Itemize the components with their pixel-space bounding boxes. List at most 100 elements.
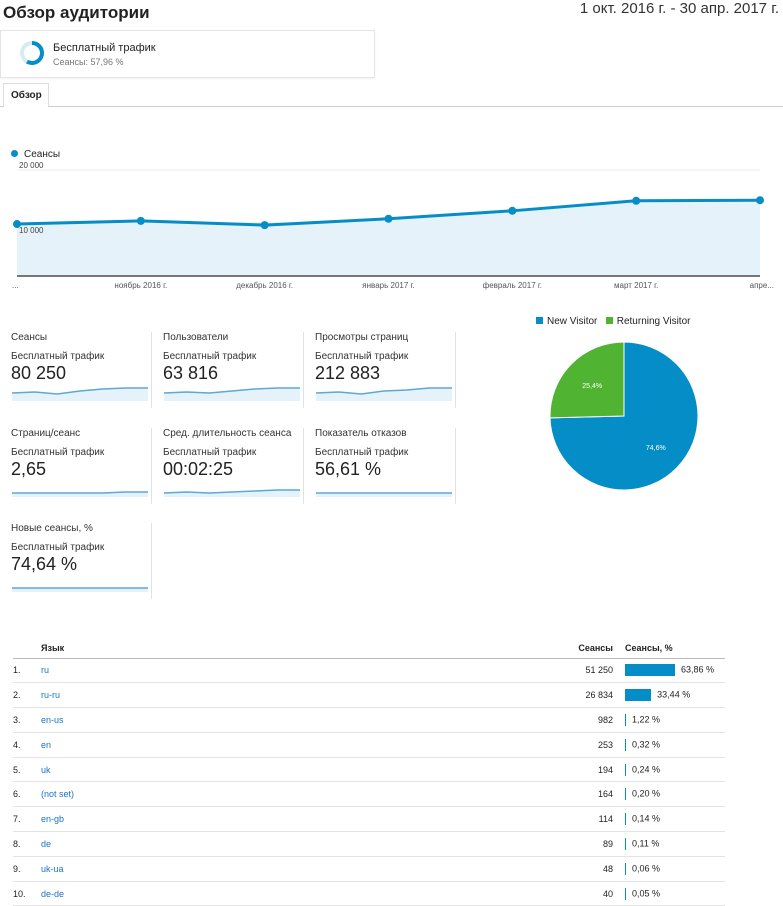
kpi-value: 56,61 %: [315, 459, 382, 479]
sessions-pct: 1,22 %: [632, 714, 661, 725]
kpi-sparkline: [164, 387, 300, 401]
pct-bar: [625, 664, 675, 677]
table-row: 10. de-de 40 0,05 %: [13, 881, 725, 906]
kpi-6[interactable]: Показатель отказов Бесплатный трафик 56,61…: [304, 428, 456, 504]
sessions-pct: 63,86 %: [681, 664, 715, 675]
kpi-name: Новые сеансы, %: [11, 523, 93, 534]
kpi-segment: Бесплатный трафик: [11, 542, 105, 553]
segment-card[interactable]: Бесплатный трафик Сеансы: 57,96 %: [0, 30, 375, 78]
language-link[interactable]: en-gb: [41, 814, 65, 825]
row-number: 10.: [13, 881, 41, 906]
visitor-pie-chart[interactable]: 74,6% 25,4%: [548, 340, 700, 492]
language-link[interactable]: uk-ua: [41, 863, 64, 874]
page-title: Обзор аудитории: [3, 3, 150, 22]
language-link[interactable]: ru-ru: [41, 690, 61, 701]
table-row: 5. uk 194 0,24 %: [13, 757, 725, 783]
tab-divider: [0, 106, 783, 107]
kpi-segment: Бесплатный трафик: [11, 351, 105, 362]
legend-new-visitor[interactable]: New Visitor: [547, 316, 598, 327]
sessions-value: 40: [505, 881, 625, 906]
date-range-picker[interactable]: 1 окт. 2016 г. - 30 апр. 2017 г.: [579, 0, 779, 17]
segment-donut-icon: [20, 41, 44, 65]
kpi-2[interactable]: Пользователи Бесплатный трафик 63 816: [152, 332, 304, 408]
x-tick-label: ...: [12, 281, 19, 290]
kpi-name: Сеансы: [11, 332, 48, 343]
sessions-value: 164: [505, 781, 625, 808]
language-link[interactable]: de: [41, 838, 52, 849]
sessions-pct: 0,32 %: [632, 739, 661, 750]
language-link[interactable]: de-de: [41, 888, 65, 899]
legend-swatch-icon: [605, 317, 613, 324]
row-number: 4.: [13, 732, 41, 758]
table-row: 6. (not set) 164 0,20 %: [13, 781, 725, 808]
pie-slice-label: 74,6%: [646, 445, 666, 452]
row-number: 9.: [13, 856, 41, 882]
kpi-segment: Бесплатный трафик: [315, 351, 409, 362]
pie-slice: [549, 341, 699, 491]
sessions-line-chart[interactable]: 20 000 10 000... ноябрь 2016 г. декабрь 201…: [0, 160, 783, 300]
kpi-sparkline: [12, 387, 148, 401]
pct-bar: [625, 788, 626, 801]
pct-bar: [625, 713, 626, 726]
sessions-value: 114: [505, 806, 625, 833]
kpi-name: Просмотры страниц: [315, 332, 409, 343]
kpi-7[interactable]: Новые сеансы, % Бесплатный трафик 74,64 %: [0, 523, 152, 599]
data-point: [632, 196, 641, 205]
kpi-name: Показатель отказов: [315, 428, 407, 439]
x-tick-label: апре...: [750, 281, 774, 290]
segment-name: Бесплатный трафик: [53, 42, 156, 54]
x-tick-label: ноябрь 2016 г.: [114, 281, 167, 290]
kpi-value: 74,64 %: [11, 554, 78, 574]
col-header-sessions-pct[interactable]: Сеансы, %: [625, 638, 725, 659]
kpi-sparkline: [316, 387, 452, 401]
x-tick-label: март 2017 г.: [614, 281, 658, 290]
sessions-pct: 0,14 %: [632, 813, 661, 824]
sessions-value: 253: [505, 732, 625, 758]
kpi-name: Сред. длительность сеанса: [163, 428, 292, 439]
table-row: 1. ru 51 250 63,86 %: [13, 658, 725, 684]
row-number: 1.: [13, 658, 41, 684]
legend-swatch-icon: [536, 317, 543, 324]
kpi-3[interactable]: Просмотры страниц Бесплатный трафик 212 88…: [304, 332, 456, 408]
legend-returning-visitor[interactable]: Returning Visitor: [616, 316, 691, 327]
legend-label: Сеансы: [24, 149, 61, 160]
sessions-pct: 0,24 %: [632, 763, 661, 774]
data-point: [136, 216, 145, 225]
pct-bar: [625, 887, 626, 900]
chart-legend[interactable]: Сеансы: [11, 149, 60, 160]
kpi-value: 00:02:25: [163, 459, 234, 479]
row-number: 3.: [13, 707, 41, 733]
pie-slice-label: 25,4%: [582, 383, 602, 390]
table-row: 9. uk-ua 48 0,06 %: [13, 856, 725, 882]
pie-slice: [549, 341, 625, 419]
kpi-1[interactable]: Сеансы Бесплатный трафик 80 250: [0, 332, 152, 408]
sessions-value: 51 250: [505, 658, 625, 684]
language-link[interactable]: (not set): [41, 789, 75, 800]
kpi-sparkline: [164, 489, 300, 497]
sessions-value: 48: [505, 856, 625, 882]
kpi-sparkline: [12, 587, 148, 592]
col-header-language[interactable]: Язык: [41, 638, 505, 659]
language-link[interactable]: en: [41, 739, 52, 750]
row-number: 6.: [13, 781, 41, 808]
kpi-5[interactable]: Сред. длительность сеанса Бесплатный траф…: [152, 428, 304, 504]
kpi-segment: Бесплатный трафик: [163, 351, 257, 362]
row-number: 8.: [13, 831, 41, 857]
kpi-value: 63 816: [163, 363, 219, 383]
kpi-value: 212 883: [315, 363, 381, 383]
kpi-value: 2,65: [11, 459, 47, 479]
language-link[interactable]: uk: [41, 764, 51, 775]
x-tick-label: февраль 2017 г.: [483, 281, 542, 290]
table-row: 2. ru-ru 26 834 33,44 %: [13, 682, 725, 709]
kpi-4[interactable]: Страниц/сеанс Бесплатный трафик 2,65: [0, 428, 152, 504]
data-point: [508, 206, 517, 215]
data-point: [260, 221, 269, 230]
language-link[interactable]: ru: [41, 665, 50, 676]
language-link[interactable]: en-us: [41, 714, 64, 725]
kpi-sparkline: [12, 491, 148, 497]
kpi-value: 80 250: [11, 363, 67, 383]
data-point: [13, 220, 21, 229]
tab-overview[interactable]: Обзор: [3, 83, 49, 107]
sessions-value: 194: [505, 757, 625, 783]
col-header-sessions[interactable]: Сеансы: [505, 638, 625, 659]
